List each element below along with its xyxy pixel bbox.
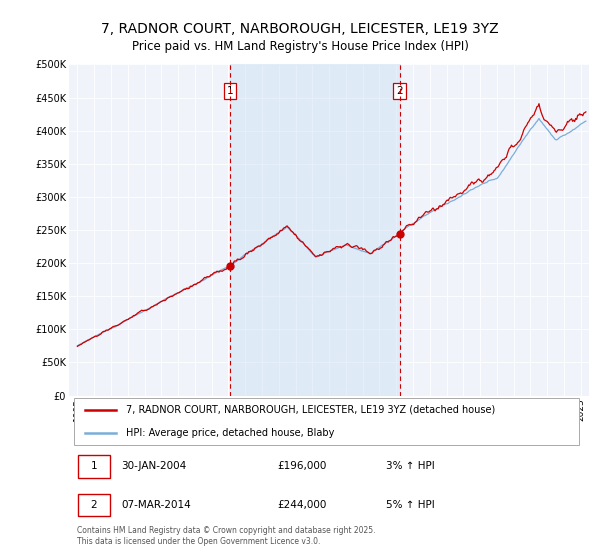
- FancyBboxPatch shape: [78, 493, 110, 516]
- Text: 3% ↑ HPI: 3% ↑ HPI: [386, 461, 435, 471]
- Text: 07-MAR-2014: 07-MAR-2014: [121, 500, 191, 510]
- Text: Price paid vs. HM Land Registry's House Price Index (HPI): Price paid vs. HM Land Registry's House …: [131, 40, 469, 53]
- Text: Contains HM Land Registry data © Crown copyright and database right 2025.
This d: Contains HM Land Registry data © Crown c…: [77, 526, 376, 546]
- Text: 2: 2: [396, 86, 403, 96]
- Text: 7, RADNOR COURT, NARBOROUGH, LEICESTER, LE19 3YZ: 7, RADNOR COURT, NARBOROUGH, LEICESTER, …: [101, 22, 499, 36]
- Text: 1: 1: [226, 86, 233, 96]
- FancyBboxPatch shape: [74, 398, 579, 445]
- Text: 7, RADNOR COURT, NARBOROUGH, LEICESTER, LE19 3YZ (detached house): 7, RADNOR COURT, NARBOROUGH, LEICESTER, …: [126, 404, 496, 414]
- Text: 2: 2: [91, 500, 97, 510]
- Text: 1: 1: [91, 461, 97, 471]
- Bar: [230, 64, 400, 395]
- Text: £244,000: £244,000: [277, 500, 326, 510]
- FancyBboxPatch shape: [78, 455, 110, 478]
- Text: £196,000: £196,000: [277, 461, 326, 471]
- Text: 5% ↑ HPI: 5% ↑ HPI: [386, 500, 435, 510]
- Text: 30-JAN-2004: 30-JAN-2004: [121, 461, 186, 471]
- Text: HPI: Average price, detached house, Blaby: HPI: Average price, detached house, Blab…: [126, 428, 335, 438]
